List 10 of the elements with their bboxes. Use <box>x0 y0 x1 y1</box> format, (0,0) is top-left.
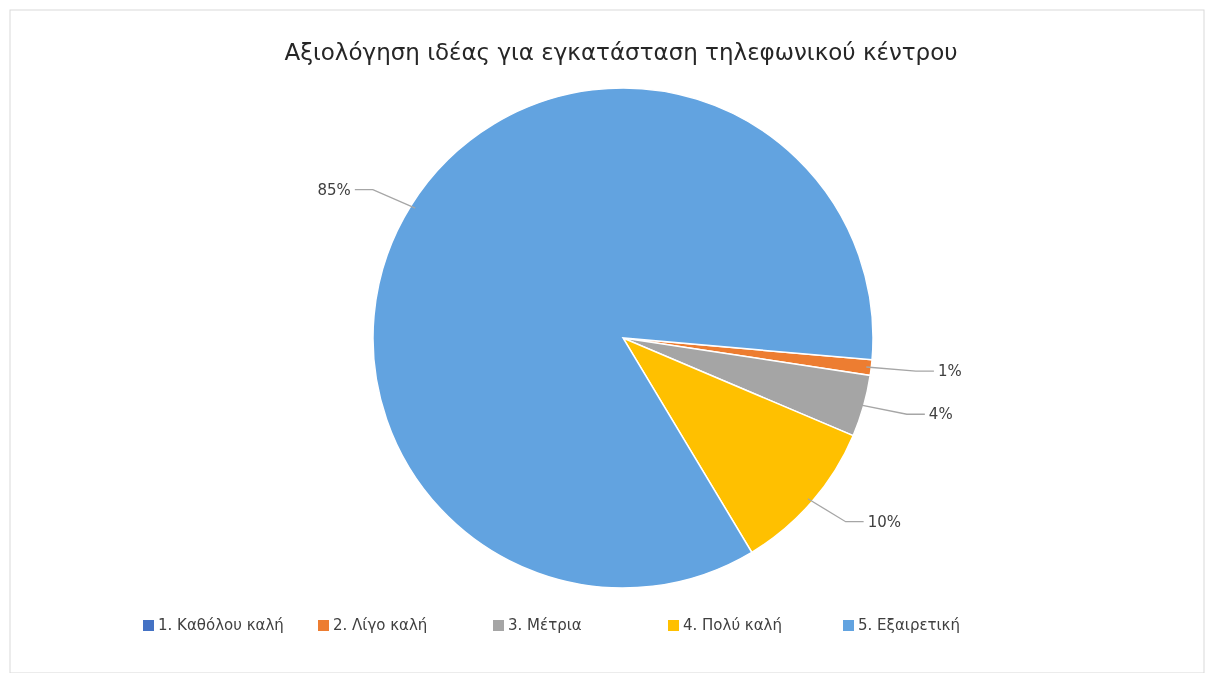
legend-label: 4. Πολύ καλή <box>683 616 782 634</box>
data-label: 4% <box>928 405 953 424</box>
legend-label: 1. Καθόλου καλή <box>158 616 284 634</box>
data-label: 10% <box>867 512 901 531</box>
data-label: 85% <box>317 180 351 199</box>
chart-title: Αξιολόγηση ιδέας για εγκατάσταση τηλεφωνικού κέντρου <box>284 39 958 65</box>
legend-label: 3. Μέτρια <box>508 616 582 634</box>
legend-label: 2. Λίγο καλή <box>333 616 428 634</box>
data-label: 1% <box>937 362 962 381</box>
legend-label: 5. Εξαιρετική <box>858 616 960 634</box>
